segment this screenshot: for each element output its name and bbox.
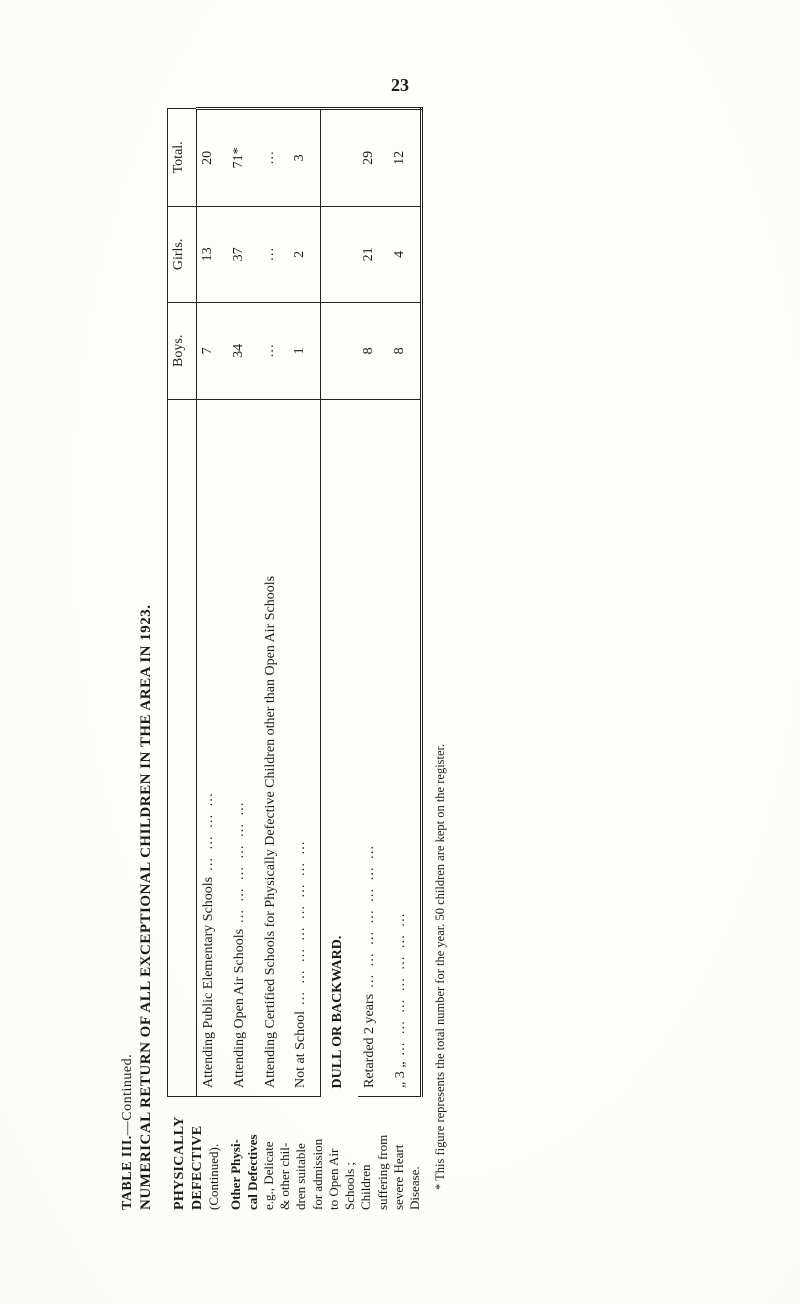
stub-p4: for admission: [310, 1105, 326, 1210]
major-c: (Continued).: [206, 1105, 222, 1210]
stub-p1: e.g., Delicate: [261, 1105, 277, 1210]
row-girls: 13: [197, 206, 228, 302]
table-row: Not at School … … … … … … … … 1 2 3: [289, 109, 320, 1097]
row-girls: …: [259, 206, 290, 302]
stub-p5: to Open Air: [326, 1105, 342, 1210]
leader-dots: … … … … … … …: [362, 843, 377, 994]
leader-dots: … … … …: [201, 791, 216, 877]
row-total: …: [259, 109, 290, 207]
section-physically-defective: PHYSICALLY DEFECTIVE (Continued). Other …: [167, 90, 423, 1210]
stub-p9: severe Heart: [391, 1105, 407, 1210]
row-girls: 2: [289, 206, 320, 302]
table-row: Attending Open Air Schools … … … … … … 3…: [228, 109, 259, 1097]
leader-dots: … … … … … …: [232, 800, 247, 929]
title-1b: —Continued.: [120, 1054, 135, 1135]
stub-p6: Schools ;: [342, 1105, 358, 1210]
row-boys: 8: [358, 303, 389, 399]
row-desc: Attending Certified Schools for Physical…: [263, 576, 278, 1088]
section-b-heading: DULL OR BACKWARD.: [330, 936, 345, 1089]
table-title-2: NUMERICAL RETURN OF ALL EXCEPTIONAL CHIL…: [138, 90, 155, 1210]
title-1a: TABLE III.: [120, 1135, 135, 1210]
stub-b1: Other Physi-: [228, 1105, 244, 1210]
stub-p3: dren suitable: [293, 1105, 309, 1210]
table-row: Attending Public Elementary Schools … … …: [197, 109, 228, 1097]
col-boys: Boys.: [168, 303, 197, 399]
leader-dots: … … … … … … …: [393, 911, 408, 1062]
row-desc: Not at School: [293, 1011, 308, 1088]
row-total: 3: [289, 109, 320, 207]
col-girls: Girls.: [168, 206, 197, 302]
row-desc: Retarded 2 years: [362, 994, 377, 1088]
stub-p10: Disease.: [407, 1105, 423, 1210]
section-stub-labels: PHYSICALLY DEFECTIVE (Continued). Other …: [167, 1097, 423, 1210]
stub-p7: Children: [358, 1105, 374, 1210]
data-table: Boys. Girls. Total. Attending Public Ele…: [167, 107, 423, 1097]
header-row: Boys. Girls. Total.: [168, 109, 197, 1097]
row-boys: 8: [389, 303, 422, 399]
leader-dots: … … … … … … … …: [293, 839, 308, 1011]
section-b-heading-row: DULL OR BACKWARD.: [321, 109, 359, 1097]
col-total: Total.: [168, 109, 197, 207]
stub-p2: & other chil-: [277, 1105, 293, 1210]
row-boys: 34: [228, 303, 259, 399]
table-row: Attending Certified Schools for Physical…: [259, 109, 290, 1097]
content-rotated: TABLE III.—Continued. NUMERICAL RETURN O…: [120, 90, 448, 1210]
footnote: * This figure represents the total numbe…: [433, 90, 448, 1210]
table-row: Retarded 2 years … … … … … … … 8 21 29: [358, 109, 389, 1097]
row-desc: „ 3 „: [393, 1062, 408, 1088]
row-girls: 37: [228, 206, 259, 302]
page: 23 TABLE III.—Continued. NUMERICAL RETUR…: [0, 0, 800, 1304]
major-b: DEFECTIVE: [189, 1105, 207, 1210]
row-total: 29: [358, 109, 389, 207]
row-total: 71*: [228, 109, 259, 207]
row-desc: Attending Open Air Schools: [232, 929, 247, 1088]
major-a: PHYSICALLY: [171, 1105, 189, 1210]
row-total: 20: [197, 109, 228, 207]
row-total: 12: [389, 109, 422, 207]
row-girls: 21: [358, 206, 389, 302]
row-boys: 1: [289, 303, 320, 399]
stub-p8: suffering from: [375, 1105, 391, 1210]
row-boys: 7: [197, 303, 228, 399]
table-title-1: TABLE III.—Continued.: [120, 90, 136, 1210]
row-girls: 4: [389, 206, 422, 302]
stub-b2: cal Defectives: [245, 1105, 261, 1210]
table-row: „ 3 „ … … … … … … … 8 4 12: [389, 109, 422, 1097]
row-desc: Attending Public Elementary Schools: [201, 877, 216, 1088]
row-boys: …: [259, 303, 290, 399]
